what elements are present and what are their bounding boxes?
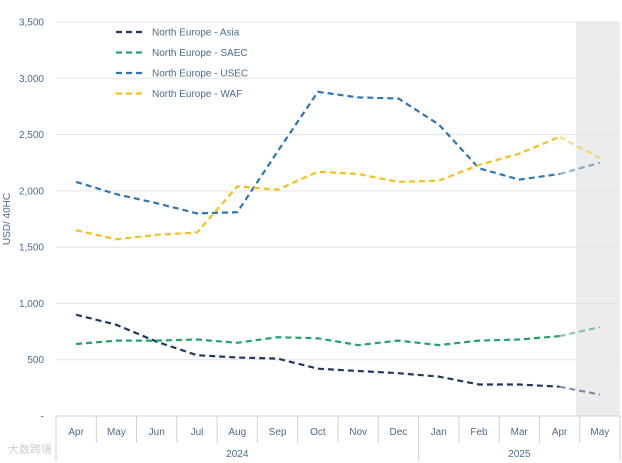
x-axis: Apr May Jun Jul Aug Sep Oct Nov Dec Jan Feb Mar Apr M… [55,415,621,461]
legend-label: North Europe - Asia [152,28,240,39]
y-tick-label: 2,000 [19,186,44,197]
series-lines [75,90,601,396]
x-tick-label: May [590,427,609,438]
y-tick-label: 1,500 [19,243,44,254]
y-tick-label: 3,500 [19,18,44,29]
x-tick-label: Jul [191,427,204,438]
x-tick-label: Jan [431,427,447,438]
grid-lines [56,21,620,361]
x-tick-label: Feb [470,427,488,438]
series-line [75,135,561,241]
x-tick-label: Mar [511,427,529,438]
series-forecast-line [559,385,601,396]
year-label: 2025 [508,449,531,460]
legend: North Europe - Asia North Europe - SAEC No… [116,28,248,100]
x-tick-label: Oct [310,427,326,438]
y-tick-label: 1,000 [19,299,44,310]
x-tick-label: May [107,427,126,438]
x-tick-label: Dec [390,427,408,438]
series-forecast-line [559,326,601,338]
year-label: 2024 [226,449,249,460]
y-tick-label: - [41,412,44,423]
series-line [76,335,560,347]
y-tick-label: 3,000 [19,74,44,85]
x-tick-label: Nov [349,427,367,438]
x-tick-label: Jun [149,427,165,438]
legend-label: North Europe - USEC [152,69,248,80]
x-tick-label: Apr [68,427,84,438]
legend-label: North Europe - WAF [152,89,242,100]
watermark-text: 大数跨境 [8,443,52,456]
series-forecast-line [559,135,601,160]
series-line [75,313,560,388]
y-axis-label: USD/ 40HC [2,193,13,245]
series-line [75,90,560,215]
x-tick-label: Aug [228,427,246,438]
forecast-region [576,22,620,416]
x-tick-label: Sep [269,427,287,438]
watermark-logo: 大数跨境 [8,441,52,457]
y-tick-label: 500 [27,355,44,366]
x-tick-label: Apr [552,427,568,438]
series-forecast-line [559,161,601,176]
y-tick-label: 2,500 [19,130,44,141]
legend-label: North Europe - SAEC [152,48,248,59]
y-axis: - 500 1,000 1,500 2,000 2,500 3,000 3,500 [19,18,44,423]
